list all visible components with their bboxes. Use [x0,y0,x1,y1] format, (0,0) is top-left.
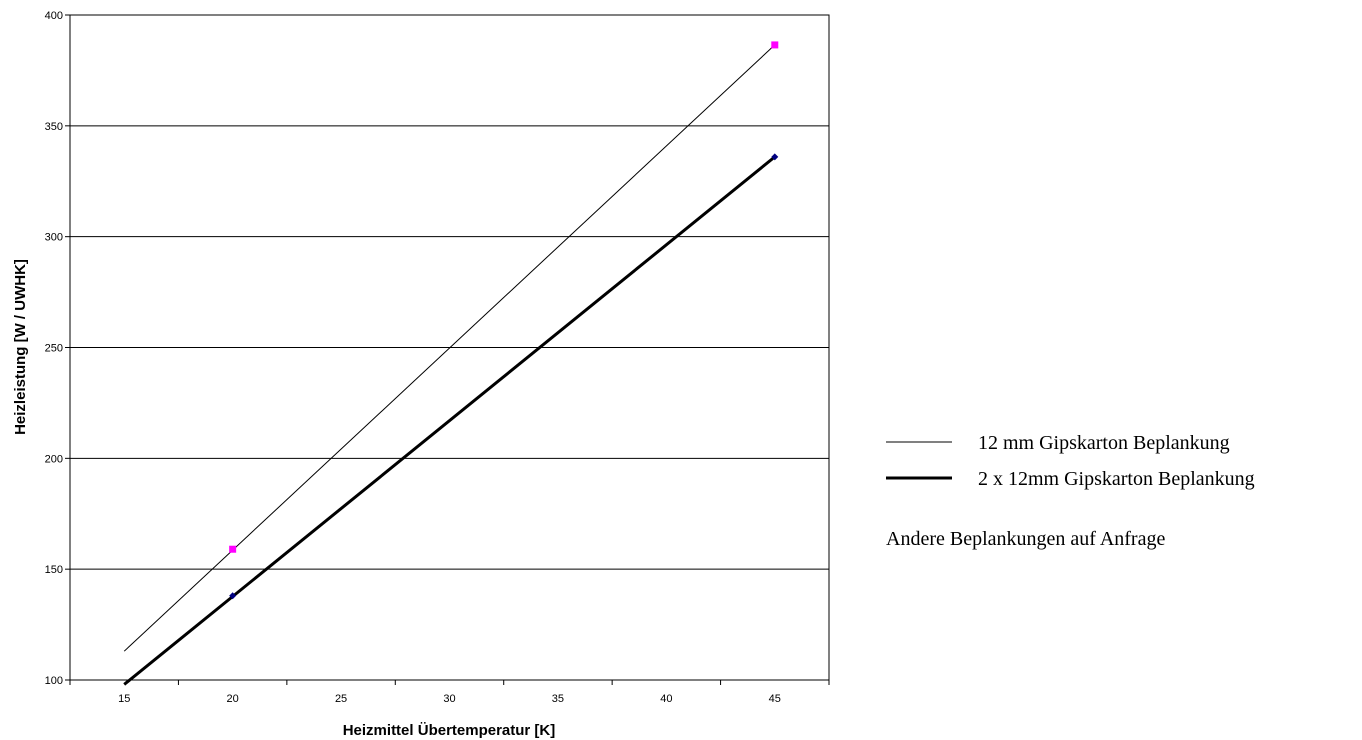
x-tick-label: 35 [552,693,564,705]
data-point-series-1 [229,545,237,553]
y-tick-label: 200 [45,453,63,465]
x-tick-label: 40 [660,693,672,705]
x-tick-label: 25 [335,693,347,705]
marker-layer [229,41,779,600]
y-tick-label: 300 [45,232,63,244]
x-tick-label: 15 [118,693,130,705]
y-tick-label: 350 [45,121,63,133]
legend-label-series-1: 12 mm Gipskarton Beplankung [978,432,1230,454]
y-tick-label: 100 [45,675,63,687]
x-tick-label: 45 [769,693,781,705]
series-line-2 [123,155,776,686]
data-point-series-2 [229,592,237,600]
x-tick-label: 30 [443,693,455,705]
y-axis-title: Heizleistung [W / UWHK] [12,259,29,435]
note-text: Andere Beplankungen auf Anfrage [886,528,1165,550]
series-layer [123,44,776,686]
x-tick-label: 20 [227,693,239,705]
data-point-series-1 [771,41,779,49]
series-line-1 [123,44,776,652]
y-tick-label: 250 [45,343,63,355]
data-point-series-2 [771,153,779,161]
y-tick-label: 400 [45,10,63,22]
x-axis-title: Heizmittel Übertemperatur [K] [343,722,556,739]
legend: 12 mm Gipskarton Beplankung 2 x 12mm Gip… [886,432,1255,490]
axes: 100 150 200 250 300 350 400 15 20 25 30 35 40 45 [45,10,830,705]
legend-label-series-2: 2 x 12mm Gipskarton Beplankung [978,468,1255,490]
y-tick-label: 150 [45,564,63,576]
